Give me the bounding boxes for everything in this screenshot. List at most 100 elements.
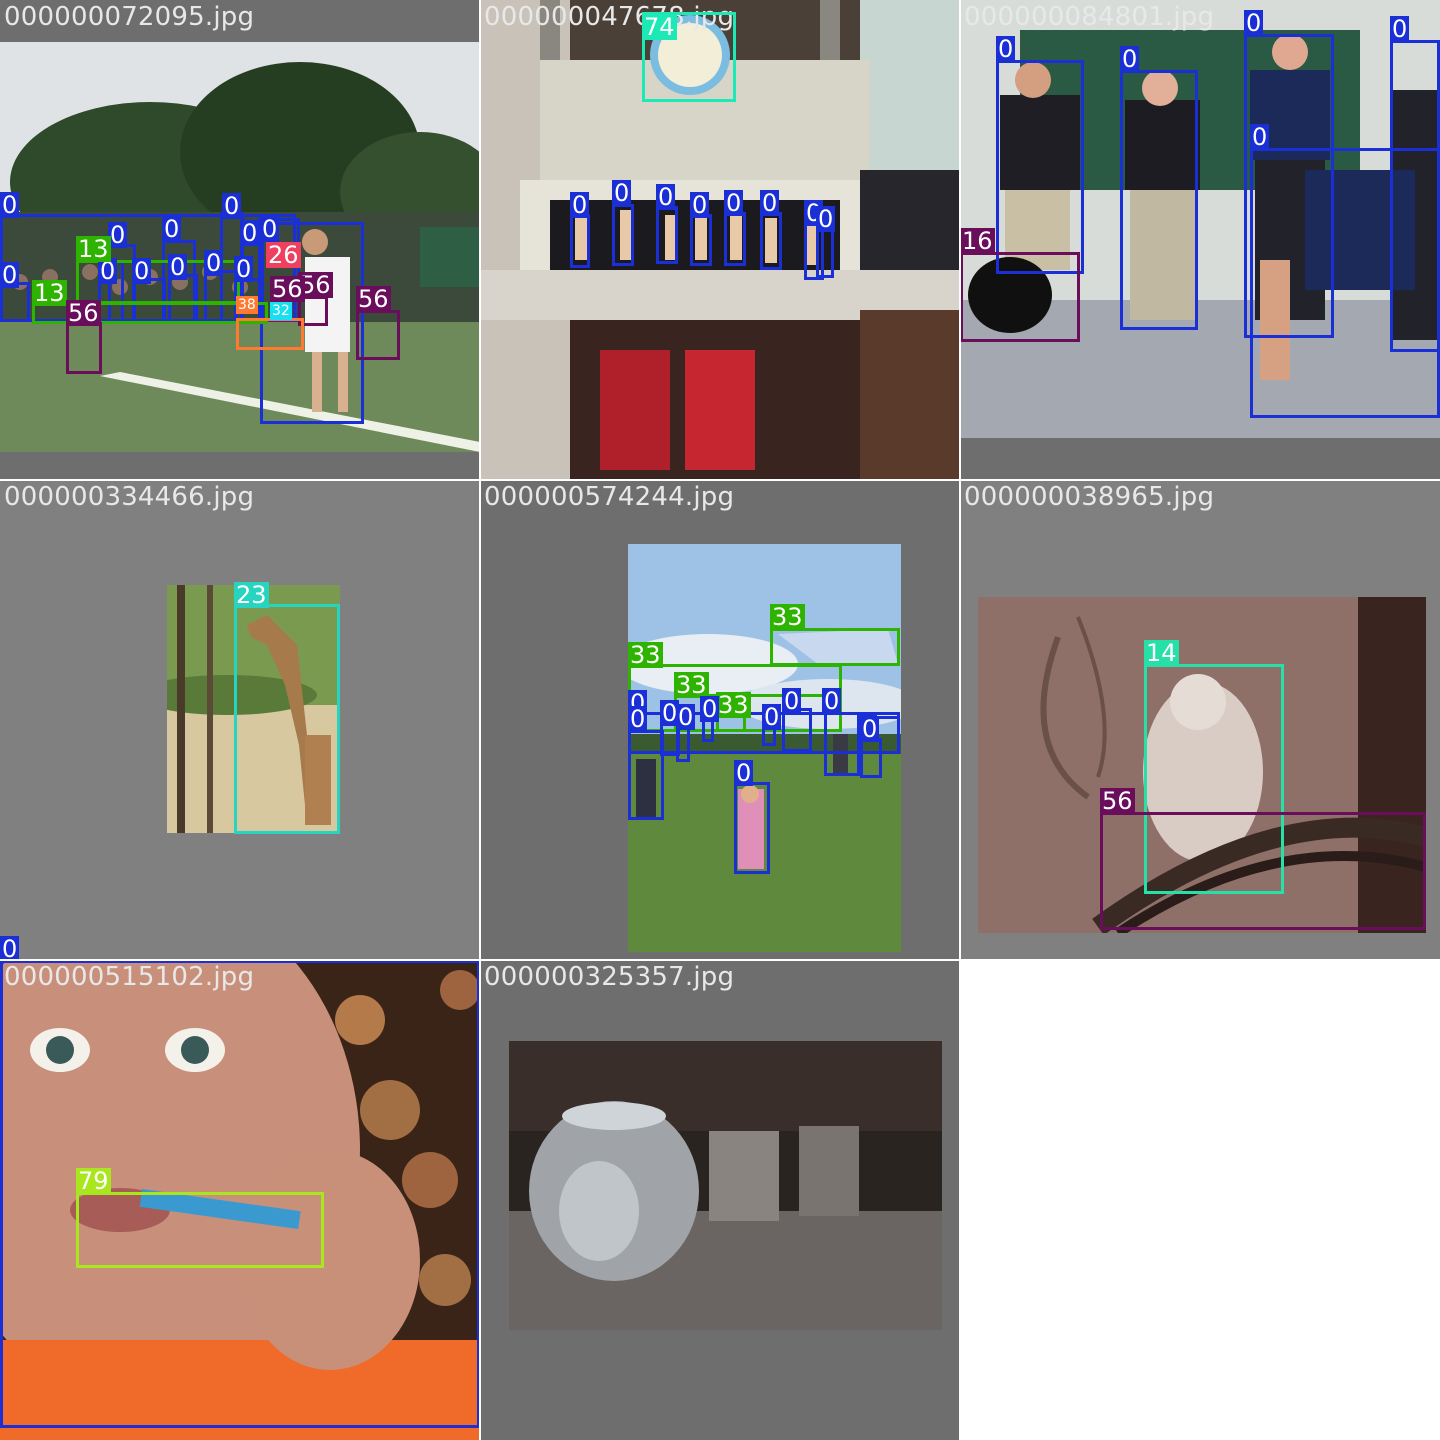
- bbox-label: 0: [700, 695, 720, 723]
- bbox-label: 0: [1250, 123, 1270, 151]
- bbox-label: 14: [1144, 639, 1179, 667]
- filename-label: 000000334466.jpg: [4, 482, 255, 512]
- bbox-label: 16: [960, 227, 995, 255]
- tile-dog-training: 000000084801.jpg 0 0 0 0 0 16: [960, 0, 1440, 480]
- filename-label: 000000072095.jpg: [4, 2, 255, 32]
- grid-divider: [0, 959, 1440, 961]
- bbox-class13: [32, 302, 268, 324]
- tile-tennis: 000000072095.jpg 0 0 0 0 0 0 0 0 0 0 0 0…: [0, 0, 480, 480]
- bbox-chair: [356, 310, 400, 360]
- bbox-label: 56: [356, 285, 391, 313]
- toothbrush-scene: [0, 960, 480, 1440]
- tennis-scene: [0, 42, 480, 452]
- bbox-label: 0: [822, 687, 842, 715]
- tile-bird: 000000038965.jpg 14 56: [960, 480, 1440, 960]
- bbox-label: 74: [642, 13, 677, 41]
- bbox-person: [690, 214, 712, 266]
- bbox-label: 0: [0, 935, 20, 963]
- bbox-label: 0: [1244, 9, 1264, 37]
- bbox-person: [628, 730, 664, 820]
- bbox-label: 0: [996, 35, 1016, 63]
- bbox-label: 0: [1390, 15, 1410, 43]
- bbox-label: 0: [162, 215, 182, 243]
- bbox-person: [824, 712, 860, 776]
- bbox-label: 0: [724, 189, 744, 217]
- bbox-label: 0: [240, 219, 260, 247]
- bbox-class38: [236, 318, 304, 350]
- bbox-person: [1250, 148, 1440, 418]
- training-photo: [960, 0, 1440, 438]
- bbox-label: 56: [270, 275, 305, 303]
- bbox-kite: [770, 628, 900, 666]
- bbox-person: [1244, 34, 1334, 338]
- giraffe-photo: [167, 585, 340, 833]
- bbox-label: 13: [32, 279, 67, 307]
- bbox-label: 0: [760, 189, 780, 217]
- pot-scene: [509, 1041, 942, 1330]
- training-scene: [960, 0, 1440, 438]
- bird-photo: [978, 597, 1426, 933]
- bbox-label: 0: [612, 179, 632, 207]
- bbox-person: [760, 212, 782, 270]
- grid-divider: [959, 0, 961, 1440]
- building-photo: [480, 0, 960, 480]
- bbox-label: 0: [762, 703, 782, 731]
- tennis-photo: [0, 42, 480, 452]
- bbox-person: [570, 214, 590, 268]
- tile-clock-building: 000000047678.jpg 74 0 0 0 0 0 0 0 0: [480, 0, 960, 480]
- tile-toothbrush: 000000515102.jpg 0 79: [0, 936, 480, 1440]
- bbox-person: [656, 206, 678, 264]
- bbox-label: 32: [270, 302, 292, 320]
- bbox-label: 0: [628, 705, 648, 733]
- bbox-label: 0: [204, 249, 224, 277]
- bbox-label: 0: [234, 255, 254, 283]
- bbox-toothbrush: [76, 1192, 324, 1268]
- bbox-person: [816, 228, 834, 278]
- filename-label: 000000038965.jpg: [964, 482, 1215, 512]
- bbox-person: [860, 738, 882, 778]
- bbox-label: 0: [0, 191, 20, 219]
- bbox-label: 0: [690, 191, 710, 219]
- bbox-label: 13: [76, 235, 111, 263]
- bird-scene: [978, 597, 1426, 933]
- bbox-label: 0: [734, 759, 754, 787]
- bbox-giraffe: [234, 604, 340, 834]
- bbox-label: 0: [782, 687, 802, 715]
- bbox-label: 0: [222, 192, 242, 220]
- bbox-label: 33: [770, 603, 805, 631]
- filename-label: 000000574244.jpg: [484, 482, 735, 512]
- bbox-label: 0: [816, 205, 836, 233]
- bbox-person: [724, 212, 746, 266]
- grid-divider: [479, 0, 481, 1440]
- bbox-label: 0: [570, 191, 590, 219]
- bbox-bird: [1144, 664, 1284, 894]
- bbox-person: [0, 960, 480, 1428]
- bbox-label: 26: [266, 241, 301, 269]
- bbox-label: 0: [860, 715, 880, 743]
- bbox-label: 0: [168, 253, 188, 281]
- tile-kites: 000000574244.jpg 33 33 33 33 0 0 0 0 0 0…: [480, 480, 960, 960]
- filename-label: 000000515102.jpg: [4, 962, 255, 992]
- bbox-label: 0: [260, 215, 280, 243]
- bbox-label: 56: [1100, 787, 1135, 815]
- bbox-label: 0: [656, 183, 676, 211]
- bbox-label: 0: [0, 261, 20, 289]
- building-scene: [480, 0, 960, 480]
- bbox-label: 56: [66, 299, 101, 327]
- bbox-label: 33: [628, 641, 663, 669]
- bbox-dog: [960, 252, 1080, 342]
- bbox-label: 0: [676, 703, 696, 731]
- filename-label: 000000047678.jpg: [484, 2, 735, 32]
- kites-photo: [628, 544, 901, 952]
- grid-divider: [0, 479, 1440, 481]
- filename-label: 000000325357.jpg: [484, 962, 735, 992]
- bbox-label: 0: [132, 257, 152, 285]
- bbox-label: 0: [108, 221, 128, 249]
- bbox-person: [734, 782, 770, 874]
- bbox-person: [996, 60, 1084, 274]
- bbox-label: 0: [1120, 45, 1140, 73]
- empty-slot: [960, 960, 1440, 1440]
- giraffe-scene: [167, 585, 340, 833]
- tile-giraffe: 000000334466.jpg 23: [0, 480, 480, 960]
- bbox-label: 33: [674, 671, 709, 699]
